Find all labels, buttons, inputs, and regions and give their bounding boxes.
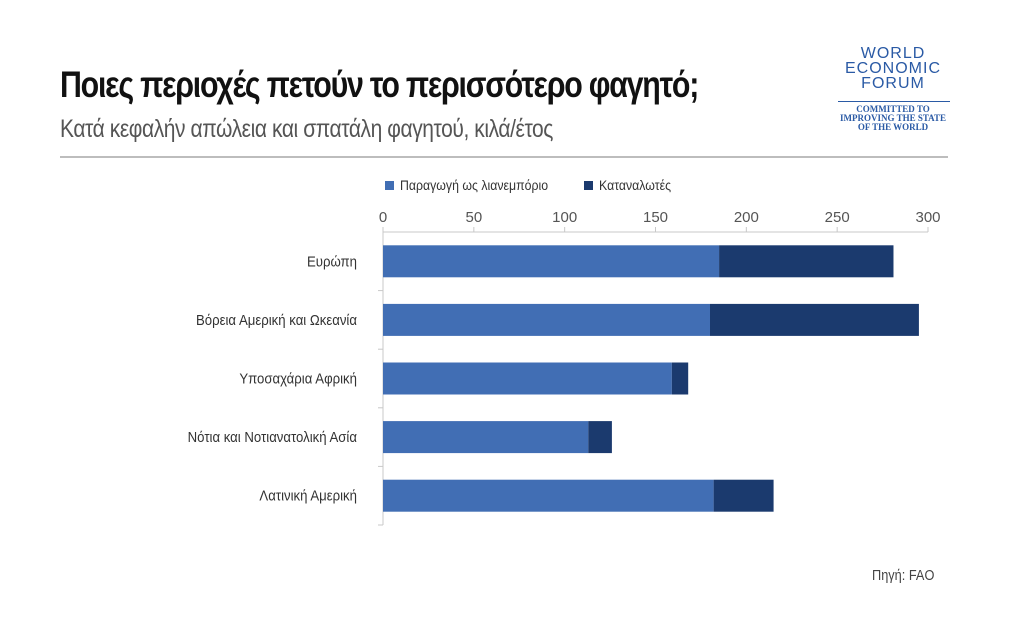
- x-tick-label-2: 100: [552, 209, 577, 226]
- logo-divider: [838, 101, 950, 102]
- legend-swatch-consumers: [584, 180, 594, 190]
- bar-production-2: [383, 362, 672, 395]
- bar-consumers-4: [713, 479, 774, 512]
- chart-subtitle: Κατά κεφαλήν απώλεια και σπατάλη φαγητού…: [60, 115, 553, 143]
- legend-item-production: Παραγωγή ως λιανεμπόριο: [385, 177, 568, 193]
- logo-line-economic: ECONOMIC: [845, 60, 941, 77]
- category-label-0: Ευρώπη: [307, 252, 357, 269]
- x-tick-label-0: 0: [379, 209, 387, 226]
- x-tick-label-4: 200: [734, 209, 759, 226]
- bar-production-0: [383, 245, 720, 278]
- bar-consumers-2: [671, 362, 689, 395]
- category-label-2: Υποσαχάρια Αφρική: [239, 370, 357, 387]
- x-tick-label-6: 300: [915, 209, 940, 226]
- bar-production-1: [383, 303, 710, 336]
- bar-production-4: [383, 479, 714, 512]
- bar-consumers-1: [710, 303, 919, 336]
- legend-swatch-production: [385, 180, 394, 190]
- header-divider: [60, 156, 948, 158]
- logo-tagline-3: OF THE WORLD: [857, 122, 929, 132]
- logo-line-forum: FORUM: [861, 75, 925, 92]
- bar-consumers-3: [588, 421, 612, 454]
- x-tick-label-1: 50: [465, 209, 482, 226]
- chart-legend: Παραγωγή ως λιανεμπόριο Καταναλωτές: [385, 174, 681, 196]
- logo-tagline-2: IMPROVING THE STATE: [839, 113, 947, 123]
- legend-label-consumers: Καταναλωτές: [599, 177, 672, 193]
- category-label-4: Λατινική Αμερική: [259, 487, 357, 504]
- legend-item-consumers: Καταναλωτές: [584, 177, 681, 193]
- category-label-3: Νότια και Νοτιανατολική Ασία: [188, 428, 357, 445]
- bar-consumers-0: [719, 245, 894, 278]
- category-label-1: Βόρεια Αμερική και Ωκεανία: [196, 311, 357, 328]
- logo-line-world: WORLD: [860, 45, 926, 62]
- bar-production-3: [383, 421, 589, 454]
- wef-logo: WORLD ECONOMIC FORUM COMMITTED TO IMPROV…: [838, 45, 950, 132]
- chart-title: Ποιες περιοχές πετούν το περισσότερο φαγ…: [60, 64, 699, 105]
- x-tick-label-3: 150: [643, 209, 668, 226]
- logo-tagline-1: COMMITTED TO: [856, 104, 930, 114]
- source-note: Πηγή: FAO: [872, 567, 935, 584]
- x-tick-label-5: 250: [825, 209, 850, 226]
- legend-label-production: Παραγωγή ως λιανεμπόριο: [400, 177, 549, 193]
